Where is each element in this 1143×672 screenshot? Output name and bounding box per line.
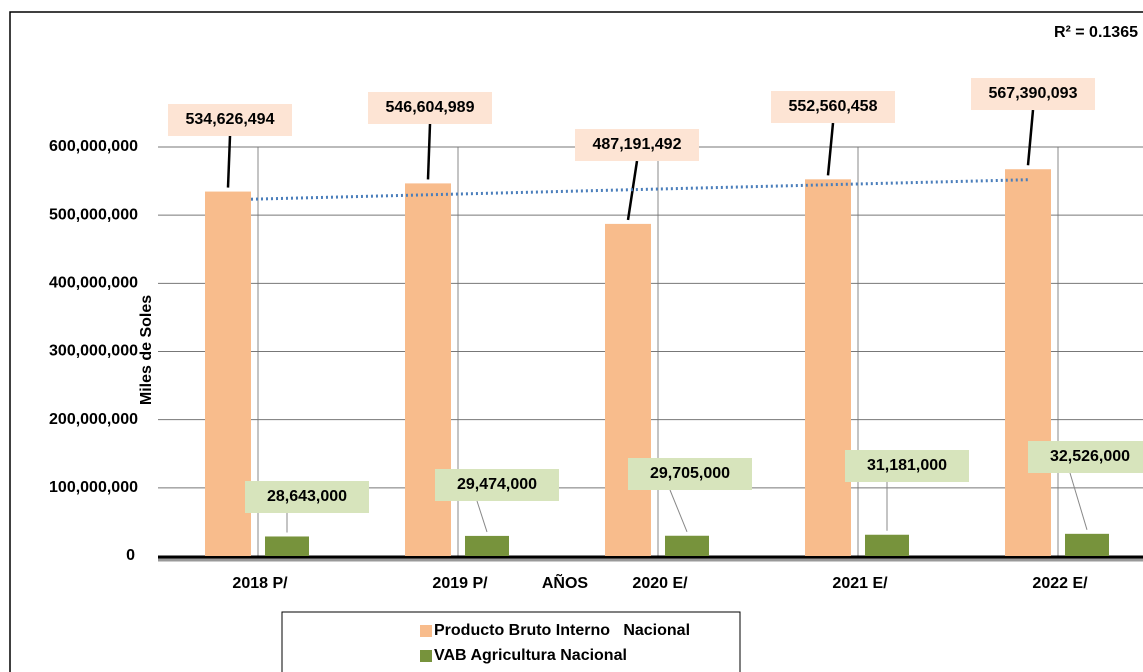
- y-tick-label: 600,000,000: [49, 138, 138, 155]
- legend-swatch: [420, 625, 432, 637]
- y-tick-label: 300,000,000: [49, 343, 138, 360]
- bar: [805, 179, 851, 556]
- data-label-bg: [628, 458, 752, 490]
- legend-label: Producto Bruto Interno Nacional: [434, 622, 690, 639]
- data-label: 31,181,000: [867, 457, 947, 474]
- leader-line: [826, 122, 835, 176]
- x-tick-label: 2022 E/: [1032, 575, 1088, 592]
- y-tick-label: 100,000,000: [49, 479, 138, 496]
- data-label: 546,604,989: [386, 99, 475, 116]
- bar: [265, 536, 309, 556]
- legend-label: VAB Agricultura Nacional: [434, 647, 627, 664]
- bar: [605, 223, 651, 556]
- bar: [1065, 533, 1109, 556]
- y-tick-label: 500,000,000: [49, 206, 138, 223]
- legend-swatch: [420, 650, 432, 662]
- bar: [205, 191, 251, 557]
- leader-line: [476, 500, 488, 533]
- data-label-bg: [575, 129, 699, 161]
- bar: [465, 535, 509, 556]
- y-tick-label: 0: [126, 547, 135, 564]
- data-label: 534,626,494: [186, 111, 275, 128]
- data-label-bg: [845, 450, 969, 482]
- data-label-bg: [771, 91, 895, 123]
- data-label: 487,191,492: [593, 136, 682, 153]
- leader-line: [226, 135, 232, 188]
- x-tick-label: 2021 E/: [832, 575, 888, 592]
- leader-line: [1026, 109, 1035, 166]
- data-label: 552,560,458: [789, 98, 878, 115]
- leader-line: [669, 489, 688, 532]
- y-tick-label: 200,000,000: [49, 411, 138, 428]
- bar: [865, 534, 909, 556]
- data-label-bg: [435, 469, 559, 501]
- data-label: 567,390,093: [989, 85, 1078, 102]
- data-label-bg: [1028, 441, 1143, 473]
- leader-line: [426, 123, 432, 180]
- data-label-bg: [245, 481, 369, 513]
- x-tick-label: 2019 P/: [432, 575, 488, 592]
- data-label: 28,643,000: [267, 488, 347, 505]
- bar: [1005, 169, 1051, 557]
- data-label-bg: [971, 78, 1095, 110]
- leader-line: [1069, 472, 1088, 530]
- data-label: 32,526,000: [1050, 448, 1130, 465]
- y-axis-title: Miles de Soles: [138, 295, 155, 405]
- data-label: 29,705,000: [650, 465, 730, 482]
- x-axis-title: AÑOS: [542, 572, 589, 592]
- legend: [281, 611, 741, 672]
- r-squared: R² = 0.1365: [1054, 24, 1138, 41]
- x-tick-label: 2018 P/: [232, 575, 288, 592]
- bar: [665, 535, 709, 556]
- y-tick-label: 400,000,000: [49, 275, 138, 292]
- data-label: 29,474,000: [457, 476, 537, 493]
- x-tick-label: 2020 E/: [632, 575, 688, 592]
- data-label-bg: [368, 92, 492, 124]
- data-label-bg: [168, 104, 292, 136]
